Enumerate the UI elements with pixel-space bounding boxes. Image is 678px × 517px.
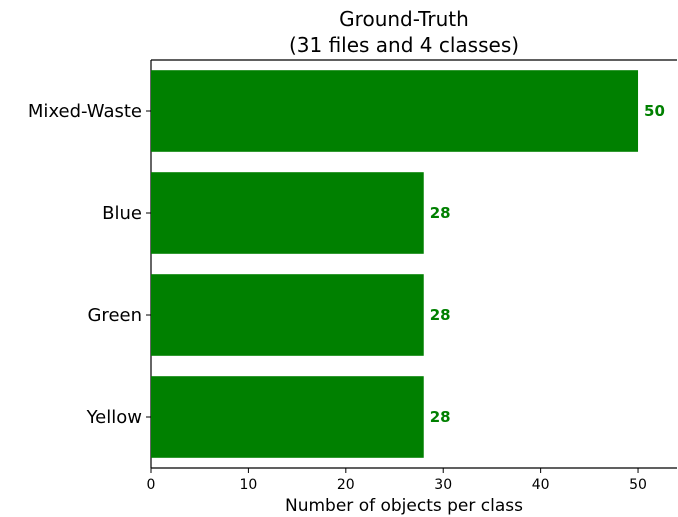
bar-mixed-waste [151, 70, 639, 152]
x-tick-label: 40 [532, 477, 550, 493]
x-tick-label: 10 [239, 477, 257, 493]
y-tick-label: Mixed-Waste [28, 101, 142, 122]
y-tick-label: Yellow [86, 407, 142, 428]
value-label: 28 [430, 306, 451, 324]
x-tick-label: 30 [434, 477, 452, 493]
value-label: 28 [430, 204, 451, 222]
bar-yellow [151, 376, 424, 458]
y-tick-label: Green [87, 305, 142, 326]
x-tick-label: 0 [147, 477, 156, 493]
x-tick-label: 50 [629, 477, 647, 493]
chart-subtitle: (31 files and 4 classes) [289, 33, 519, 57]
value-label: 50 [644, 102, 665, 120]
y-tick-label: Blue [102, 203, 142, 224]
value-label: 28 [430, 408, 451, 426]
x-tick-label: 20 [337, 477, 355, 493]
bar-green [151, 274, 424, 356]
bar-blue [151, 172, 424, 254]
chart-title: Ground-Truth [339, 7, 469, 31]
plot-area: Mixed-Waste 50 Blue 28 Green 28 Yellow 28 0 10 20 3… [28, 59, 677, 493]
x-axis-label: Number of objects per class [285, 496, 523, 516]
